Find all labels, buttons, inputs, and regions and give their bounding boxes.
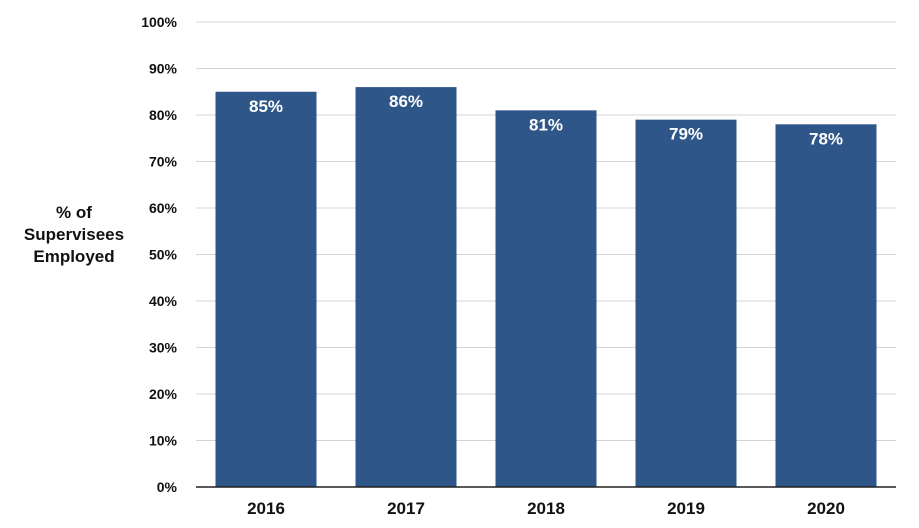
x-tick-label: 2020 — [807, 499, 845, 518]
bars — [215, 87, 877, 488]
y-axis-title-line-1: % of — [56, 203, 92, 222]
y-tick-label: 40% — [149, 293, 178, 309]
y-axis-title-line-3: Employed — [33, 247, 114, 266]
data-labels: 85% 86% 81% 79% 78% — [249, 92, 843, 148]
bar — [775, 124, 877, 488]
y-tick-label: 80% — [149, 107, 178, 123]
y-tick-label: 30% — [149, 340, 178, 356]
x-tick-label: 2018 — [527, 499, 565, 518]
y-tick-label: 90% — [149, 61, 178, 77]
bar — [495, 110, 597, 487]
y-axis-title-line-2: Supervisees — [24, 225, 124, 244]
y-tick-label: 70% — [149, 154, 178, 170]
x-tick-label: 2016 — [247, 499, 285, 518]
bar — [635, 119, 737, 488]
x-tick-label: 2017 — [387, 499, 425, 518]
y-axis-title: % of Supervisees Employed — [24, 203, 124, 266]
data-label: 81% — [529, 115, 563, 134]
y-tick-label: 60% — [149, 200, 178, 216]
bar — [355, 87, 457, 487]
bar — [215, 91, 317, 487]
y-tick-label: 0% — [157, 479, 178, 495]
x-axis-ticks: 2016 2017 2018 2019 2020 — [247, 499, 845, 518]
y-axis-ticks: 0% 10% 20% 30% 40% 50% 60% 70% 80% 90% 100% — [141, 14, 177, 495]
y-tick-label: 20% — [149, 386, 178, 402]
data-label: 79% — [669, 125, 703, 144]
y-tick-label: 50% — [149, 247, 178, 263]
x-tick-label: 2019 — [667, 499, 705, 518]
data-label: 78% — [809, 129, 843, 148]
y-tick-label: 10% — [149, 433, 178, 449]
y-tick-label: 100% — [141, 14, 177, 30]
data-label: 86% — [389, 92, 423, 111]
data-label: 85% — [249, 97, 283, 116]
